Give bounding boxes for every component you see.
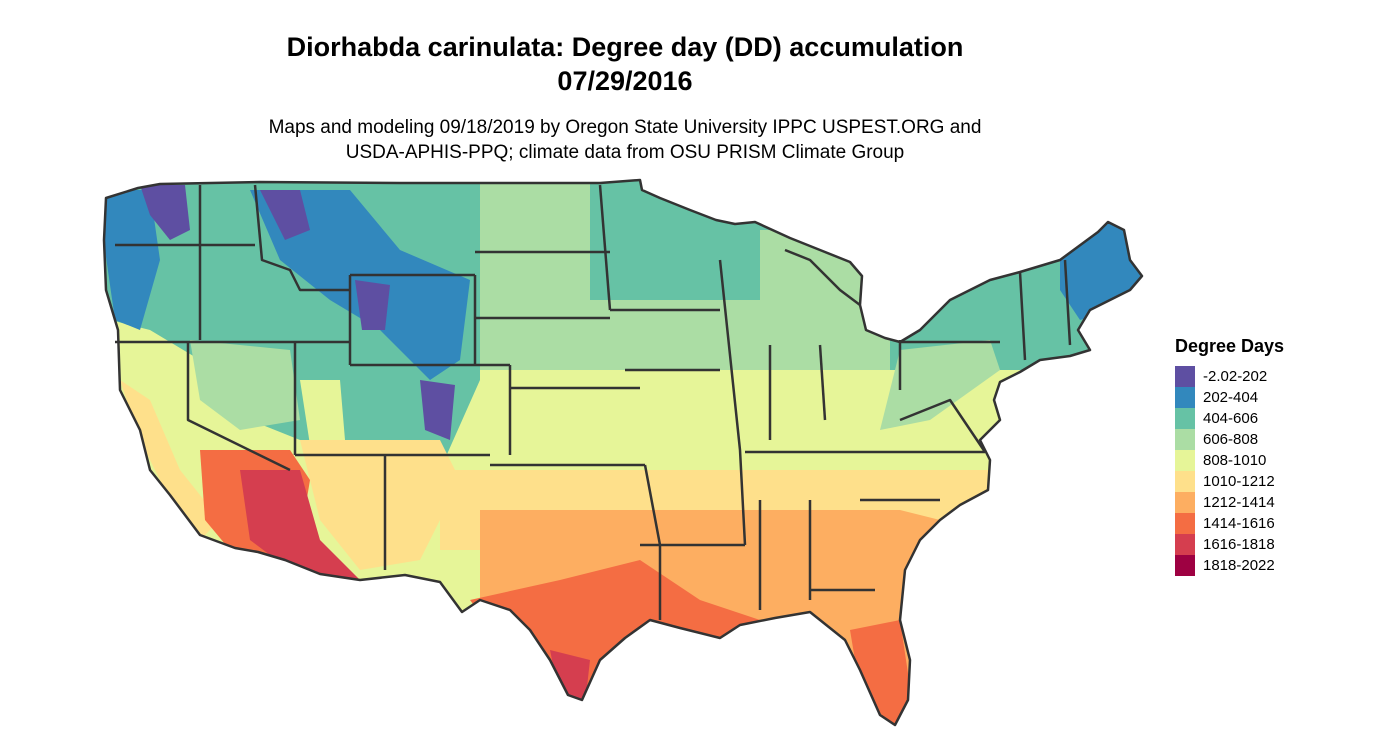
legend-item: 1818-2022 <box>1175 555 1284 576</box>
map-credit-line-2: USDA-APHIS-PPQ; climate data from OSU PR… <box>345 142 905 163</box>
legend-swatch <box>1175 450 1195 471</box>
zone-appalachian <box>880 340 1000 430</box>
border-va-wv <box>899 398 987 453</box>
legend-swatch <box>1175 492 1195 513</box>
zone-arizona-desert <box>240 470 360 580</box>
border-mn-wi <box>598 184 612 311</box>
state-borders <box>102 178 1144 727</box>
border-new-england <box>1018 259 1072 361</box>
legend-title: Degree Days <box>1175 336 1285 356</box>
zone-california-valley <box>120 380 220 540</box>
legend-label: 1212-1414 <box>1203 494 1275 511</box>
legend-label: 808-1010 <box>1203 452 1267 469</box>
map-credit-line-1: Maps and modeling 09/18/2019 by Oregon S… <box>268 117 982 138</box>
zone-cascades <box>104 190 160 330</box>
zone-great-basin <box>190 340 300 430</box>
legend-swatch <box>1175 534 1195 555</box>
legend-item: 202-404 <box>1175 387 1284 408</box>
zone-florida <box>850 620 912 725</box>
legend-label: 1818-2022 <box>1203 557 1275 574</box>
border-ia-mo <box>610 308 720 372</box>
legend-item: 606-808 <box>1175 429 1284 450</box>
legend-swatch <box>1175 366 1195 387</box>
border-in-oh <box>818 344 827 421</box>
legend-item: 1616-1818 <box>1175 534 1284 555</box>
zone-wyoming-peaks <box>355 280 390 330</box>
legend-item: 1212-1414 <box>1175 492 1284 513</box>
legend-item: 1010-1212 <box>1175 471 1284 492</box>
legend-item: 404-606 <box>1175 408 1284 429</box>
legend-swatch <box>1175 408 1195 429</box>
border-wy-sides <box>348 275 477 365</box>
legend-label: 1010-1212 <box>1203 473 1275 490</box>
zone-montana-peaks <box>260 190 310 240</box>
border-id-mt <box>253 184 350 292</box>
legend-label: 606-808 <box>1203 431 1259 448</box>
zone-colorado-peaks <box>420 380 455 440</box>
legend-item: -2.02-202 <box>1175 366 1284 387</box>
legend-swatch <box>1175 387 1195 408</box>
degree-day-surface <box>104 180 1142 725</box>
zone-idaho-mtns <box>140 185 190 240</box>
legend-label: 202-404 <box>1203 389 1259 406</box>
legend: Degree Days -2.02-202 202-404 404-606 60… <box>1175 336 1284 576</box>
legend-items: -2.02-202 202-404 404-606 606-808 808-10… <box>1175 366 1284 576</box>
legend-swatch <box>1175 429 1195 450</box>
legend-swatch <box>1175 471 1195 492</box>
legend-label: 1414-1616 <box>1203 515 1275 532</box>
zone-michigan <box>760 230 870 330</box>
map-title: Diorhabda carinulata: Degree day (DD) ac… <box>286 32 964 62</box>
zone-southwest-fringe <box>300 440 460 570</box>
legend-item: 1414-1616 <box>1175 513 1284 534</box>
border-ca-nv <box>186 342 291 472</box>
legend-swatch <box>1175 555 1195 576</box>
border-mi-lake <box>784 248 861 306</box>
zone-utah-valley <box>300 380 345 445</box>
legend-swatch <box>1175 513 1195 534</box>
legend-label: -2.02-202 <box>1203 368 1268 385</box>
border-southeast <box>758 500 812 610</box>
map-date: 07/29/2016 <box>557 66 693 96</box>
legend-label: 1616-1818 <box>1203 536 1275 553</box>
legend-item: 808-1010 <box>1175 450 1284 471</box>
legend-label: 404-606 <box>1203 410 1259 427</box>
border-mississippi <box>718 259 747 546</box>
